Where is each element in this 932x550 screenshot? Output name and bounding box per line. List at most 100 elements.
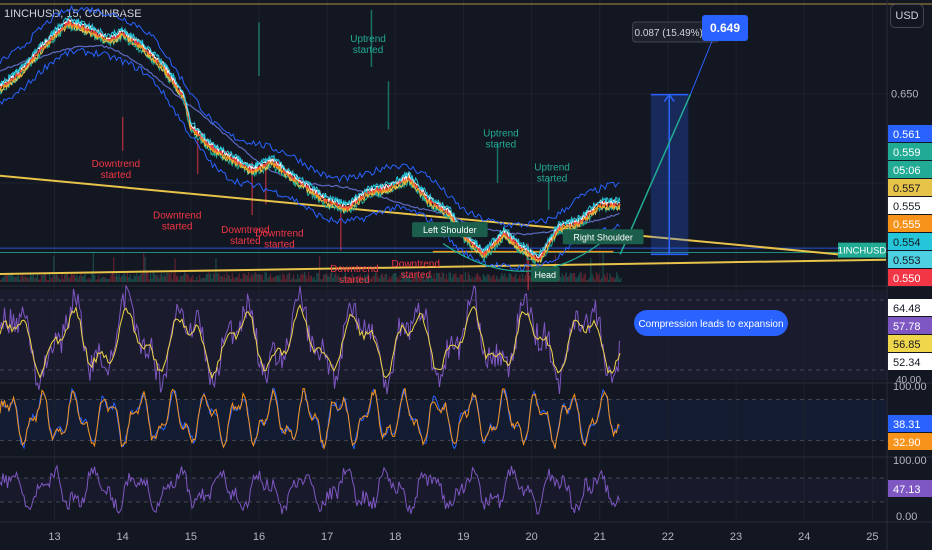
volume-bar bbox=[324, 274, 326, 282]
volume-bar bbox=[327, 275, 329, 282]
volume-bar bbox=[602, 252, 604, 282]
volume-bar bbox=[79, 276, 81, 282]
volume-bar bbox=[201, 278, 203, 282]
volume-bar bbox=[0, 279, 2, 282]
volume-bar bbox=[265, 272, 267, 282]
rsi-tick-label: 40.00 bbox=[896, 375, 921, 386]
volume-bar bbox=[404, 275, 407, 282]
volume-bar bbox=[238, 273, 240, 282]
ma-line bbox=[0, 17, 621, 258]
volume-bar bbox=[610, 276, 612, 282]
volume-bar bbox=[158, 277, 160, 282]
volume-bar bbox=[366, 274, 368, 282]
volume-bar bbox=[475, 274, 477, 282]
pattern-label-text: Head bbox=[534, 270, 556, 280]
volume-bar bbox=[572, 272, 574, 282]
price-axis-tag-text: 0.561 bbox=[893, 129, 921, 141]
stoch-tick-label: 100.00 bbox=[893, 381, 927, 393]
volume-bar bbox=[83, 275, 85, 282]
volume-bar bbox=[472, 279, 475, 282]
volume-bar bbox=[464, 272, 467, 282]
volume-bar bbox=[199, 274, 201, 282]
stoch-axis-tag-text: 32.90 bbox=[893, 437, 921, 449]
volume-bar bbox=[156, 275, 158, 282]
volume-bar bbox=[592, 276, 595, 282]
volume-bar bbox=[312, 278, 314, 282]
volume-bar bbox=[594, 279, 596, 282]
volume-bar bbox=[302, 274, 304, 282]
volume-bar bbox=[374, 272, 377, 282]
volume-bar bbox=[254, 272, 257, 282]
volume-bar bbox=[478, 275, 480, 282]
volume-bar bbox=[490, 278, 492, 282]
volume-bar bbox=[599, 279, 601, 282]
volume-bar bbox=[342, 279, 344, 282]
x-tick-label: 24 bbox=[798, 531, 810, 543]
volume-bar bbox=[430, 275, 432, 282]
volume-bar bbox=[617, 275, 619, 282]
volume-bar bbox=[598, 273, 600, 282]
volume-bar bbox=[279, 274, 281, 282]
volume-bar bbox=[23, 277, 25, 282]
volume-bar bbox=[402, 272, 404, 282]
volume-bar bbox=[214, 273, 216, 282]
volume-bar bbox=[65, 272, 67, 282]
volume-bar bbox=[25, 277, 28, 282]
price-axis-tag: 0.553 bbox=[888, 251, 932, 268]
volume-bar bbox=[32, 272, 34, 282]
price-axis-tag: 0.555 bbox=[888, 197, 932, 214]
volume-bar bbox=[261, 274, 263, 282]
volume-bar bbox=[358, 275, 360, 282]
volume-bar bbox=[237, 276, 239, 282]
currency-button[interactable]: USD bbox=[890, 4, 924, 28]
volume-bar bbox=[595, 272, 597, 282]
volume-bar bbox=[434, 278, 437, 282]
price-axis-tag-text: 0.550 bbox=[893, 273, 921, 285]
volume-bar bbox=[182, 275, 184, 282]
volume-bar bbox=[306, 278, 308, 282]
stoch-axis-tag: 32.90 bbox=[888, 433, 932, 450]
volume-bar bbox=[193, 279, 195, 282]
volume-bar bbox=[583, 274, 585, 282]
volume-bar bbox=[113, 257, 115, 282]
target-connector bbox=[689, 40, 713, 95]
volume-bar bbox=[313, 276, 315, 282]
osc-axis-tag-bg bbox=[888, 480, 932, 497]
price-axis-tag-text: 0.559 bbox=[893, 147, 921, 159]
volume-bar bbox=[197, 279, 199, 282]
volume-bar bbox=[575, 277, 577, 282]
volume-bar bbox=[380, 274, 382, 282]
volume-bar bbox=[275, 275, 277, 282]
volume-bar bbox=[361, 277, 363, 282]
volume-bar bbox=[618, 279, 621, 282]
volume-bar bbox=[128, 277, 130, 282]
volume-bar bbox=[329, 273, 332, 282]
volume-bar bbox=[96, 279, 98, 282]
volume-bar bbox=[433, 273, 435, 282]
downtrend-label: started bbox=[230, 236, 261, 247]
pattern-label: Right Shoulder bbox=[562, 229, 644, 245]
volume-bar bbox=[419, 277, 422, 282]
volume-bar bbox=[34, 277, 36, 282]
volume-bar bbox=[10, 272, 13, 282]
volume-bar bbox=[522, 273, 524, 282]
volume-bar bbox=[1, 278, 3, 282]
volume-bar bbox=[460, 274, 462, 282]
volume-bar bbox=[42, 275, 44, 282]
volume-bar bbox=[216, 273, 218, 282]
volume-bar bbox=[35, 277, 37, 282]
volume-bar bbox=[29, 273, 32, 282]
volume-bar bbox=[114, 276, 116, 282]
volume-bar bbox=[122, 274, 124, 282]
volume-bar bbox=[437, 273, 439, 282]
volume-bar bbox=[515, 273, 517, 282]
volume-bar bbox=[111, 272, 113, 282]
volume-bar bbox=[94, 275, 96, 282]
downtrend-label: started bbox=[162, 222, 193, 233]
volume-bar bbox=[335, 272, 337, 282]
volume-bar bbox=[346, 277, 348, 282]
stochastic-pane-bg bbox=[0, 399, 886, 441]
volume-bar bbox=[239, 279, 242, 282]
resistance-trendline bbox=[0, 174, 839, 256]
